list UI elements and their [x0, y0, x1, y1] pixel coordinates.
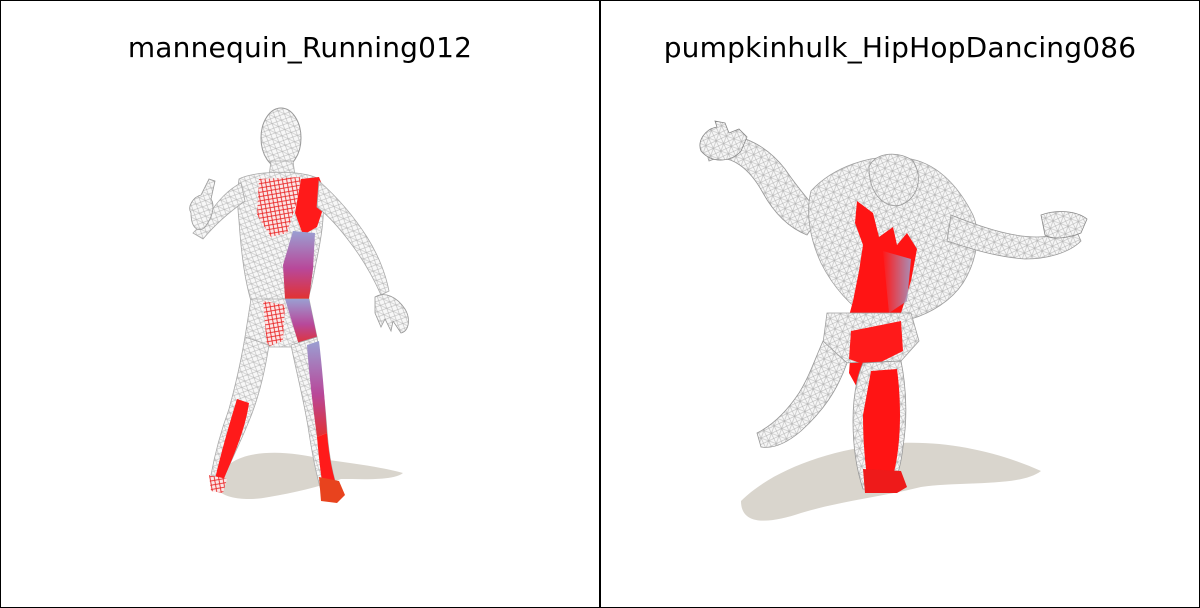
mannequin-left-hand [189, 178, 216, 230]
mannequin-right-hand [374, 294, 409, 334]
floor-shadow [217, 452, 403, 499]
mannequin-viewport [1, 1, 599, 607]
hulk-right-hand [1040, 211, 1088, 239]
hulk-right-foot [863, 469, 907, 493]
mannequin-right-foot [319, 477, 345, 503]
panel-mannequin: mannequin_Running012 [1, 1, 601, 607]
mannequin-head [260, 107, 302, 169]
hulk-left-hand [699, 120, 748, 161]
hulk-left-leg [756, 340, 848, 448]
panel-title-left: mannequin_Running012 [127, 31, 473, 64]
hulk-viewport [601, 1, 1199, 607]
hulk-render [699, 120, 1088, 521]
panel-pumpkinhulk: pumpkinhulk_HipHopDancing086 [601, 1, 1199, 607]
mannequin-right-arm [316, 180, 390, 296]
mannequin-render [189, 107, 409, 503]
panel-title-right: pumpkinhulk_HipHopDancing086 [663, 31, 1137, 64]
